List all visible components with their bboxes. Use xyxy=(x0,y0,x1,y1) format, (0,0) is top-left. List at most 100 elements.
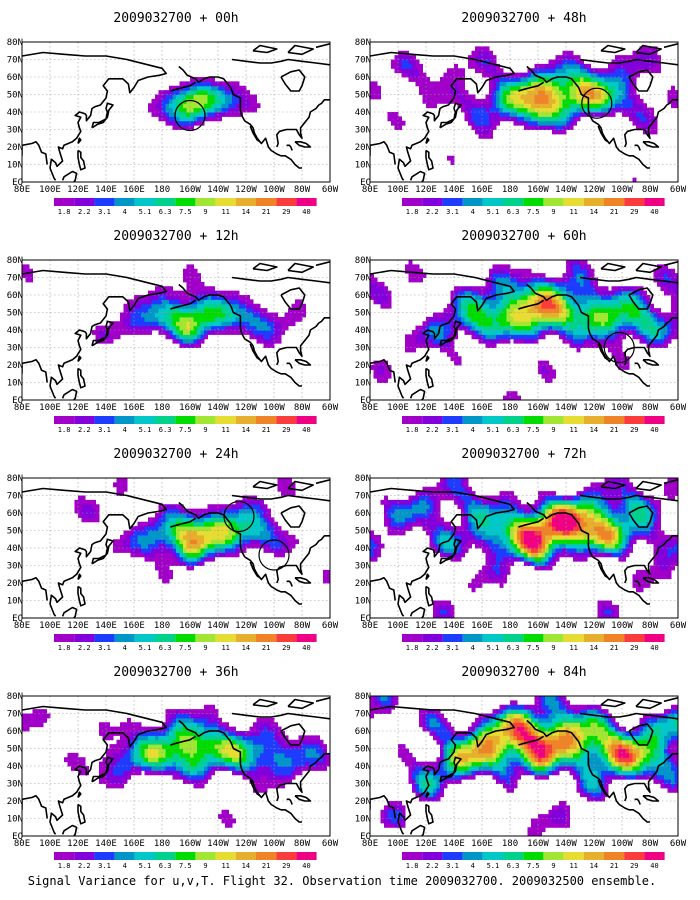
variance-cell xyxy=(130,325,135,331)
colorbar-swatch xyxy=(442,416,463,424)
variance-cell xyxy=(116,543,121,549)
variance-cell xyxy=(228,814,233,820)
variance-cell xyxy=(211,739,215,745)
variance-cell xyxy=(622,316,626,322)
variance-cell xyxy=(391,521,395,527)
variance-cell xyxy=(141,548,145,553)
variance-cell xyxy=(527,308,532,314)
variance-cell xyxy=(569,98,574,104)
variance-cell xyxy=(422,273,427,279)
variance-cell xyxy=(151,543,156,549)
variance-cell xyxy=(573,98,577,104)
variance-cell xyxy=(298,308,303,314)
colorbar-label: 11 xyxy=(221,208,229,216)
variance-cell xyxy=(517,312,521,318)
variance-cell xyxy=(277,752,282,758)
variance-cell xyxy=(141,726,145,732)
variance-cell xyxy=(190,316,194,322)
variance-cell xyxy=(183,308,187,314)
variance-cell xyxy=(538,72,542,78)
variance-cell xyxy=(489,125,493,131)
variance-cell xyxy=(562,72,567,78)
coastline xyxy=(409,170,426,182)
variance-cell xyxy=(580,286,584,292)
variance-cell xyxy=(193,94,198,100)
variance-cell xyxy=(319,752,324,758)
variance-cell xyxy=(183,748,187,754)
variance-cell xyxy=(130,530,135,536)
variance-cell xyxy=(179,504,184,510)
variance-cell xyxy=(228,530,233,536)
variance-cell xyxy=(552,72,556,78)
lon-tick-label: 120E xyxy=(67,839,89,849)
variance-cell xyxy=(169,735,173,741)
variance-cell xyxy=(256,504,261,510)
variance-cell xyxy=(151,530,156,536)
variance-cell xyxy=(506,281,511,287)
variance-cell xyxy=(137,726,142,732)
variance-cell xyxy=(123,744,128,750)
variance-cell xyxy=(120,539,124,545)
variance-cell xyxy=(548,290,553,296)
variance-cell xyxy=(520,116,525,122)
variance-cell xyxy=(298,316,303,322)
variance-cell xyxy=(587,295,591,300)
variance-cell xyxy=(260,513,264,518)
variance-cell xyxy=(566,98,570,104)
variance-cell xyxy=(608,90,612,96)
variance-cell xyxy=(165,517,170,523)
variance-cell xyxy=(562,112,567,117)
variance-cell xyxy=(468,299,472,305)
variance-cell xyxy=(559,98,563,104)
coastline xyxy=(77,573,82,580)
variance-cell xyxy=(267,774,271,780)
variance-cell xyxy=(657,268,661,274)
variance-cell xyxy=(380,369,385,375)
variance-cell xyxy=(169,98,173,104)
variance-cell xyxy=(211,312,215,318)
variance-cell xyxy=(471,286,476,292)
variance-cell xyxy=(517,112,521,117)
variance-cell xyxy=(267,338,271,344)
variance-cell xyxy=(468,120,472,126)
variance-cell xyxy=(412,334,416,340)
variance-cell xyxy=(214,308,219,314)
variance-cell xyxy=(253,757,257,763)
lon-tick-label: 100W xyxy=(611,185,633,195)
variance-cell xyxy=(555,94,560,100)
variance-cell xyxy=(302,752,306,758)
variance-cell xyxy=(214,295,219,300)
variance-cell xyxy=(277,325,282,331)
variance-cell xyxy=(506,277,511,283)
variance-cell xyxy=(176,125,180,131)
variance-cell xyxy=(183,548,187,553)
variance-cell xyxy=(176,752,180,758)
variance-cell xyxy=(478,316,483,322)
variance-cell xyxy=(464,303,469,309)
coastline xyxy=(579,58,678,66)
variance-cell xyxy=(559,299,563,305)
variance-cell xyxy=(531,120,535,126)
variance-cell xyxy=(270,517,275,523)
variance-cell xyxy=(116,766,121,771)
variance-cell xyxy=(660,286,665,292)
variance-cell xyxy=(622,90,626,96)
variance-cell xyxy=(471,94,476,100)
variance-cell xyxy=(569,72,574,78)
variance-cell xyxy=(436,343,441,349)
variance-cell xyxy=(242,517,247,523)
variance-cell xyxy=(615,325,619,331)
variance-cell xyxy=(618,90,623,96)
variance-cell xyxy=(562,68,567,74)
variance-cell xyxy=(221,316,226,322)
variance-cell xyxy=(295,752,299,758)
variance-cell xyxy=(506,391,511,397)
variance-cell xyxy=(116,482,121,488)
variance-cell xyxy=(618,360,623,366)
coastline xyxy=(91,538,114,565)
variance-cell xyxy=(580,260,584,265)
variance-cell xyxy=(475,330,479,335)
variance-cell xyxy=(562,303,567,309)
variance-cell xyxy=(197,735,201,741)
variance-cell xyxy=(590,107,595,113)
